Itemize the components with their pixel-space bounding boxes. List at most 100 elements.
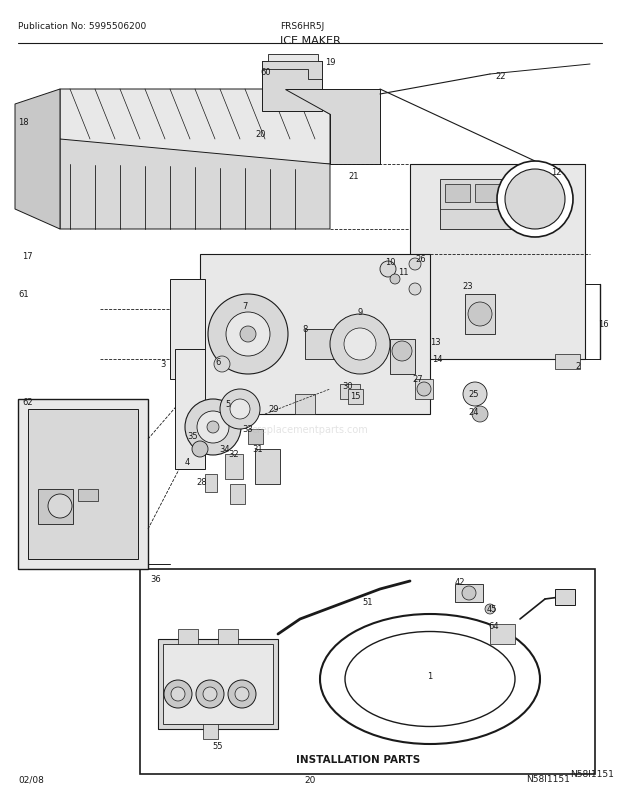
Circle shape bbox=[390, 274, 400, 285]
Circle shape bbox=[185, 399, 241, 456]
Text: 45: 45 bbox=[487, 604, 497, 614]
Polygon shape bbox=[295, 395, 315, 415]
Bar bbox=[390, 339, 415, 375]
Text: 22: 22 bbox=[495, 72, 505, 81]
Bar bbox=[540, 188, 543, 208]
Text: 34: 34 bbox=[219, 444, 230, 453]
Text: 26: 26 bbox=[415, 255, 425, 264]
Bar bbox=[78, 489, 98, 501]
Circle shape bbox=[472, 407, 488, 423]
Circle shape bbox=[240, 326, 256, 342]
Text: INSTALLATION PARTS: INSTALLATION PARTS bbox=[296, 754, 420, 764]
Circle shape bbox=[192, 441, 208, 457]
Circle shape bbox=[463, 383, 487, 407]
Text: 3: 3 bbox=[160, 359, 166, 369]
Circle shape bbox=[468, 302, 492, 326]
Text: 20: 20 bbox=[304, 775, 316, 784]
Text: 18: 18 bbox=[18, 118, 29, 127]
Text: 27: 27 bbox=[412, 375, 423, 383]
Bar bbox=[348, 390, 363, 404]
Bar bbox=[178, 630, 198, 644]
Circle shape bbox=[409, 284, 421, 296]
Circle shape bbox=[171, 687, 185, 701]
Circle shape bbox=[409, 259, 421, 270]
Text: 02/08: 02/08 bbox=[18, 775, 44, 784]
Bar bbox=[530, 188, 533, 208]
Text: N58I1151: N58I1151 bbox=[570, 769, 614, 778]
Text: 32: 32 bbox=[228, 449, 239, 459]
Polygon shape bbox=[15, 90, 60, 229]
Bar bbox=[170, 280, 205, 379]
Text: 30: 30 bbox=[342, 382, 353, 391]
Circle shape bbox=[196, 680, 224, 708]
Text: ICE MAKER: ICE MAKER bbox=[280, 36, 340, 46]
Text: 9: 9 bbox=[358, 308, 363, 317]
Text: 60: 60 bbox=[260, 68, 270, 77]
Bar bbox=[440, 180, 520, 229]
Polygon shape bbox=[60, 90, 330, 164]
Text: 23: 23 bbox=[462, 282, 472, 290]
Bar bbox=[440, 210, 510, 229]
Bar bbox=[475, 184, 505, 203]
Bar bbox=[410, 164, 585, 359]
Text: 29: 29 bbox=[268, 404, 278, 414]
Bar bbox=[163, 644, 273, 724]
Bar bbox=[268, 55, 318, 65]
Text: 28: 28 bbox=[196, 477, 206, 486]
Bar bbox=[520, 188, 523, 208]
Circle shape bbox=[330, 314, 390, 375]
Bar bbox=[158, 639, 278, 729]
Polygon shape bbox=[285, 90, 380, 164]
Text: 16: 16 bbox=[598, 320, 609, 329]
Text: N58I1151: N58I1151 bbox=[526, 774, 570, 783]
Text: 19: 19 bbox=[325, 58, 335, 67]
Text: 35: 35 bbox=[187, 431, 198, 440]
Text: 20: 20 bbox=[255, 130, 265, 139]
Polygon shape bbox=[200, 255, 430, 415]
Text: 55: 55 bbox=[213, 741, 223, 750]
Bar bbox=[205, 475, 217, 492]
Bar bbox=[230, 484, 245, 504]
Text: 12: 12 bbox=[551, 168, 561, 176]
Polygon shape bbox=[262, 62, 322, 80]
Circle shape bbox=[228, 680, 256, 708]
Bar bbox=[140, 569, 595, 774]
Text: Publication No: 5995506200: Publication No: 5995506200 bbox=[18, 22, 146, 31]
Circle shape bbox=[203, 687, 217, 701]
Text: 17: 17 bbox=[22, 252, 33, 261]
Bar bbox=[535, 188, 538, 208]
Circle shape bbox=[392, 342, 412, 362]
Polygon shape bbox=[490, 624, 515, 644]
Text: 15: 15 bbox=[350, 391, 360, 400]
Text: 31: 31 bbox=[252, 444, 263, 453]
Text: 1: 1 bbox=[427, 671, 433, 680]
Polygon shape bbox=[555, 354, 580, 370]
Circle shape bbox=[214, 357, 230, 373]
Bar bbox=[175, 350, 205, 469]
Text: 14: 14 bbox=[432, 354, 443, 363]
Bar bbox=[248, 429, 263, 444]
Bar bbox=[225, 455, 243, 480]
Text: 24: 24 bbox=[468, 407, 479, 416]
Bar bbox=[525, 188, 528, 208]
Text: 25: 25 bbox=[468, 390, 479, 399]
Text: 21: 21 bbox=[348, 172, 358, 180]
Polygon shape bbox=[60, 140, 330, 229]
Text: 51: 51 bbox=[362, 597, 373, 606]
Text: 8: 8 bbox=[302, 325, 308, 334]
Polygon shape bbox=[340, 384, 360, 399]
Bar bbox=[465, 294, 495, 334]
Text: FRS6HR5J: FRS6HR5J bbox=[280, 22, 324, 31]
Circle shape bbox=[497, 162, 573, 237]
Text: 6: 6 bbox=[215, 358, 220, 367]
Text: 7: 7 bbox=[242, 302, 247, 310]
Bar bbox=[38, 489, 73, 525]
Text: 4: 4 bbox=[185, 457, 190, 467]
Circle shape bbox=[230, 399, 250, 419]
Text: 11: 11 bbox=[398, 268, 409, 277]
Text: 36: 36 bbox=[150, 574, 161, 583]
Circle shape bbox=[344, 329, 376, 361]
Circle shape bbox=[380, 261, 396, 277]
Text: 13: 13 bbox=[430, 338, 441, 346]
Circle shape bbox=[235, 687, 249, 701]
